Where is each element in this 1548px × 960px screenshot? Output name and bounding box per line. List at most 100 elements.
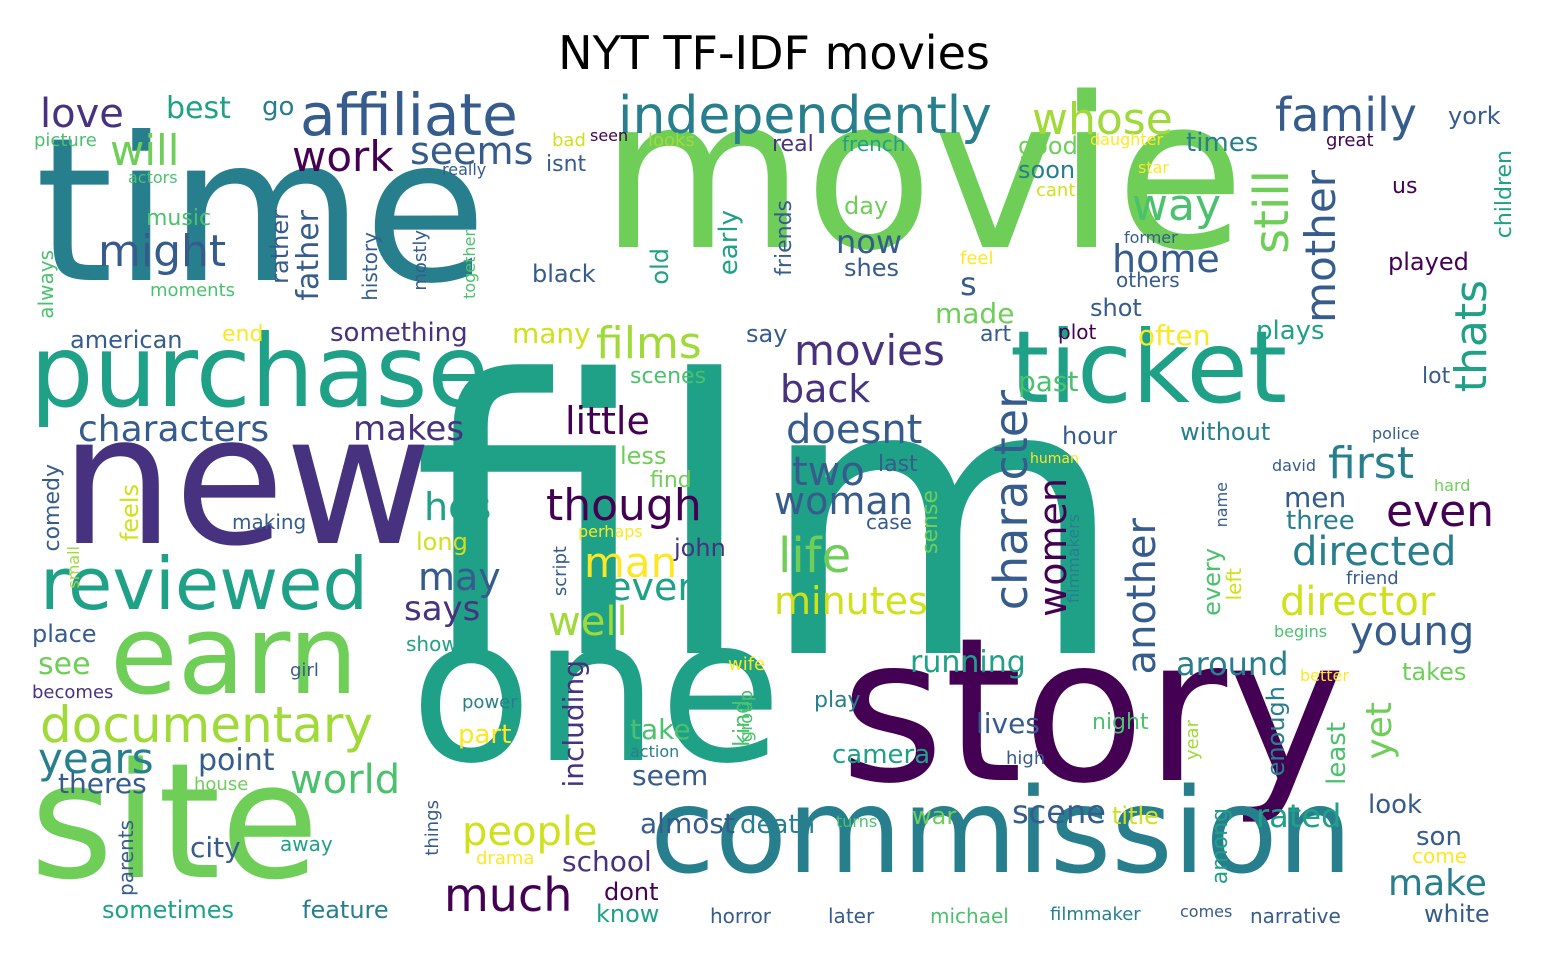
word-small: small bbox=[64, 546, 83, 589]
word-music: music bbox=[146, 206, 212, 231]
word-world: world bbox=[290, 757, 401, 803]
word-time: time bbox=[35, 95, 487, 328]
word-find: find bbox=[650, 468, 692, 493]
word-running: running bbox=[910, 645, 1026, 680]
word-former: former bbox=[1124, 228, 1178, 247]
word-now: now bbox=[836, 223, 903, 261]
word-soon: soon bbox=[1018, 156, 1076, 184]
word-american: american bbox=[70, 326, 183, 354]
word-great: great bbox=[1326, 130, 1374, 151]
word-dont: dont bbox=[604, 878, 659, 906]
word-hour: hour bbox=[1062, 422, 1117, 450]
word-picture: picture bbox=[34, 130, 97, 151]
word-back: back bbox=[780, 367, 871, 411]
word-theres: theres bbox=[58, 767, 147, 800]
word-without: without bbox=[1180, 418, 1271, 446]
word-movies: movies bbox=[794, 326, 945, 375]
word-still: still bbox=[1244, 170, 1300, 254]
word-commission: commission bbox=[650, 762, 1353, 900]
word-john: john bbox=[674, 534, 726, 562]
word-sometimes: sometimes bbox=[102, 896, 235, 924]
word-take: take bbox=[630, 713, 691, 746]
word-many: many bbox=[512, 317, 591, 350]
word-filmmaker: filmmaker bbox=[1050, 904, 1141, 925]
word-young: young bbox=[1350, 609, 1475, 655]
word-wife: wife bbox=[728, 654, 766, 675]
word-another: another bbox=[1119, 518, 1165, 675]
word-children: children bbox=[1492, 150, 1517, 239]
word-every: every bbox=[1198, 548, 1226, 616]
word-made: made bbox=[935, 297, 1015, 330]
word-house: house bbox=[194, 774, 249, 795]
word-french: french bbox=[842, 132, 906, 156]
word-title: title bbox=[1112, 802, 1159, 830]
word-mostly: mostly bbox=[410, 230, 431, 291]
word-away: away bbox=[280, 832, 333, 856]
word-human: human bbox=[1030, 451, 1079, 467]
word-yet: yet bbox=[1359, 702, 1400, 760]
word-begins: begins bbox=[1274, 622, 1328, 641]
word-though: though bbox=[546, 480, 702, 531]
word-past: past bbox=[1018, 365, 1079, 398]
word-real: real bbox=[772, 132, 814, 157]
word-star: star bbox=[1138, 158, 1169, 177]
word-work: work bbox=[292, 132, 394, 181]
word-affiliate: affiliate bbox=[300, 81, 518, 149]
word-two: two bbox=[792, 449, 865, 495]
word-long: long bbox=[416, 528, 468, 556]
word-thats: thats bbox=[1446, 280, 1497, 393]
word-narrative: narrative bbox=[1250, 904, 1341, 928]
word-seen: seen bbox=[590, 126, 629, 145]
word-shot: shot bbox=[1090, 294, 1142, 322]
word-doesnt: doesnt bbox=[786, 407, 923, 453]
word-looks: looks bbox=[648, 130, 695, 151]
word-make: make bbox=[1388, 863, 1487, 904]
word-years: years bbox=[38, 734, 154, 783]
word-whose: whose bbox=[1032, 94, 1173, 145]
word-old: old bbox=[646, 248, 674, 285]
word-girl: girl bbox=[290, 660, 319, 681]
word-kind: kind bbox=[730, 700, 755, 747]
word-comes: comes bbox=[1180, 902, 1233, 921]
word-well: well bbox=[548, 599, 628, 645]
word-best: best bbox=[166, 91, 231, 126]
word-parents: parents bbox=[114, 820, 138, 896]
word-city: city bbox=[190, 831, 241, 864]
word-family: family bbox=[1275, 88, 1417, 142]
word-good: good bbox=[1018, 132, 1078, 160]
word-less: less bbox=[620, 442, 667, 470]
word-filmmakers: filmmakers bbox=[1064, 514, 1083, 603]
word-independently: independently bbox=[618, 86, 992, 146]
word-war: war bbox=[912, 802, 957, 830]
word-plot: plot bbox=[1058, 320, 1097, 344]
word-feature: feature bbox=[302, 896, 389, 924]
word-isnt: isnt bbox=[546, 152, 587, 177]
word-look: look bbox=[1368, 790, 1423, 820]
word-part: part bbox=[458, 720, 512, 750]
word-turns: turns bbox=[836, 812, 878, 831]
word-hard: hard bbox=[1434, 476, 1471, 495]
word-one: one bbox=[410, 575, 783, 808]
word-moments: moments bbox=[150, 280, 235, 301]
word-including: including bbox=[557, 660, 590, 788]
word-others: others bbox=[1116, 268, 1180, 292]
word-feels: feels bbox=[116, 484, 144, 542]
word-daughter: daughter bbox=[1090, 130, 1164, 149]
word-script: script bbox=[550, 546, 571, 597]
word-something: something bbox=[330, 318, 468, 348]
word-night: night bbox=[1092, 710, 1149, 735]
word-together: together bbox=[460, 230, 479, 299]
word-name: name bbox=[1212, 482, 1231, 528]
word-horror: horror bbox=[710, 904, 772, 928]
word-son: son bbox=[1416, 822, 1462, 852]
word-things: things bbox=[422, 800, 443, 856]
word-day: day bbox=[844, 192, 889, 220]
word-people: people bbox=[462, 809, 598, 855]
word-never: never bbox=[584, 565, 693, 609]
word-way: way bbox=[1132, 180, 1221, 231]
word-purchase: purchase bbox=[30, 313, 490, 430]
word-takes: takes bbox=[1402, 658, 1467, 686]
word-becomes: becomes bbox=[32, 682, 114, 703]
word-always: always bbox=[34, 250, 58, 319]
word-scene: scene bbox=[1012, 793, 1106, 831]
